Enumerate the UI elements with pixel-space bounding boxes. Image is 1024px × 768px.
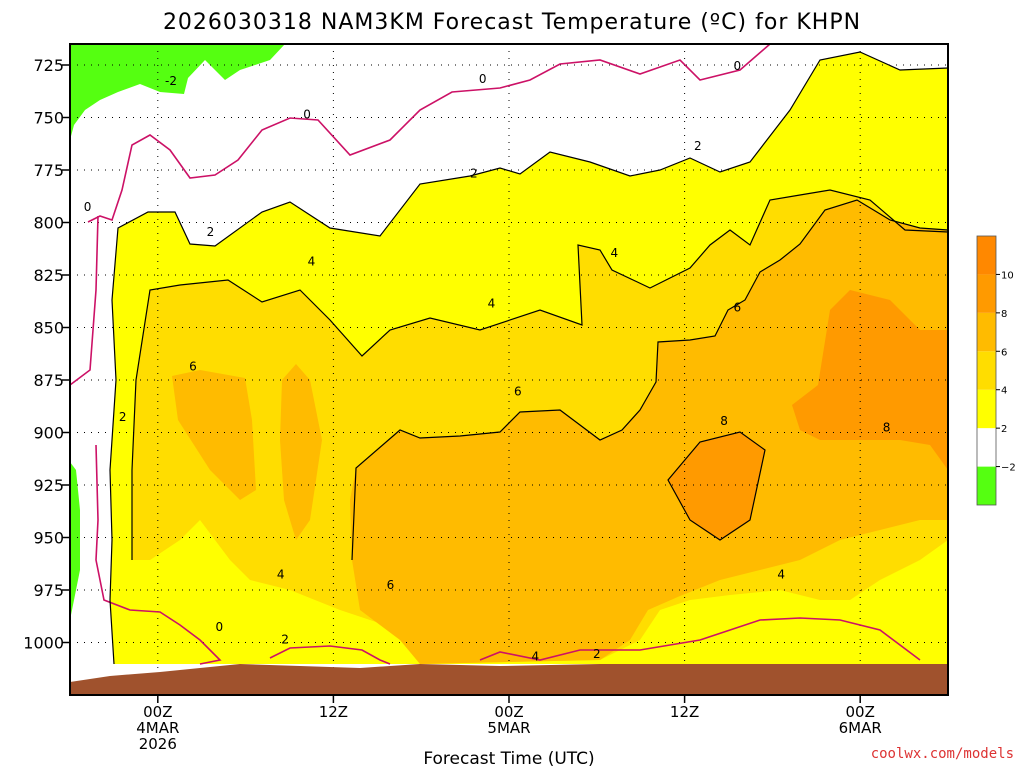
x-tick-label: 00Z: [494, 703, 523, 721]
legend-swatch: [977, 466, 996, 505]
legend-label: 10: [1001, 270, 1014, 281]
contour-label: 2: [207, 225, 215, 239]
contour-label: 6: [733, 301, 741, 315]
contour-label: 4: [308, 255, 316, 269]
zero-contour-north: [87, 43, 771, 223]
zero-contours: [69, 43, 921, 665]
contour-8: [667, 431, 766, 541]
contour-label: 4: [777, 567, 785, 581]
legend-swatch: [977, 389, 996, 429]
contour-label: 8: [883, 420, 891, 434]
black-contours: [109, 51, 949, 665]
legend-swatch: [977, 312, 996, 352]
x-tick-label: 5MAR: [487, 719, 530, 737]
contour-label: 6: [514, 385, 522, 399]
legend-label: 6: [1001, 347, 1007, 358]
contour-label: 2: [281, 633, 289, 647]
y-tick-label: 825: [33, 266, 64, 285]
x-tick-label: 12Z: [319, 703, 348, 721]
y-tick-label: 725: [33, 56, 64, 75]
contour-label: 6: [189, 360, 197, 374]
zero-contour-south: [269, 617, 921, 665]
contour-label: 4: [488, 297, 496, 311]
contour-label: 2: [119, 410, 127, 424]
y-tick-label: 900: [33, 424, 64, 443]
band-6-8: [350, 200, 948, 664]
color-legend: −2 2 4 6 8 10: [976, 235, 1016, 506]
y-tick-label: 975: [33, 581, 64, 600]
x-tick-label: 6MAR: [839, 719, 882, 737]
x-axis-label: Forecast Time (UTC): [423, 749, 594, 768]
contour-labels: 0 0 0 0 0 -2 2 2 2 2 2 2 4 4 4 4 4 4 6 6 6 6 8 8: [84, 59, 891, 663]
x-tick-label: 12Z: [670, 703, 699, 721]
contour-label: 4: [532, 649, 540, 663]
band-8-10: [668, 432, 765, 540]
band-cold-w: [70, 462, 80, 620]
contour-label: 2: [694, 139, 702, 153]
ground-surface: [70, 664, 948, 695]
band-cold-nw: [70, 44, 285, 140]
x-tick-label: 00Z: [846, 703, 875, 721]
band-8-10-east: [792, 290, 948, 470]
contour-label: -2: [165, 74, 177, 88]
y-tick-label: 775: [33, 161, 64, 180]
legend-frame: [976, 235, 997, 506]
contour-6: [351, 199, 949, 561]
band-6-8-west: [172, 370, 256, 500]
y-tick-label: 800: [33, 214, 64, 233]
band-6-8-west2: [280, 364, 322, 540]
credit-text: coolwx.com/models: [871, 746, 1014, 762]
x-tick-label: 4MAR: [136, 719, 179, 737]
y-tick-label: 875: [33, 371, 64, 390]
contour-label: 6: [387, 578, 395, 592]
contour-label: 4: [611, 246, 619, 260]
contour-label: 0: [733, 59, 741, 73]
legend-swatch: [977, 351, 996, 390]
contour-label: 2: [470, 166, 478, 180]
contour-label: 0: [479, 72, 487, 86]
contour-label: 0: [84, 200, 92, 214]
contour-label: 0: [215, 620, 223, 634]
y-tick-label: 925: [33, 476, 64, 495]
legend-label: 2: [1001, 424, 1007, 435]
legend-label: −2: [1001, 463, 1016, 474]
y-tick-label: 750: [33, 109, 64, 128]
contour-2: [109, 51, 949, 665]
contour-4: [131, 189, 949, 560]
contour-label: 4: [277, 567, 285, 581]
x-tick-label: 2026: [139, 735, 177, 753]
chart-title: 2026030318 NAM3KM Forecast Temperature (…: [163, 10, 861, 35]
zero-contour-west: [69, 215, 222, 665]
plot-area: 0 0 0 0 0 -2 2 2 2 2 2 2 4 4 4 4 4 4 6 6 6 6 8 8: [69, 43, 949, 696]
y-axis: 725 750 775 800 825 850 875 900 925 950 975 1000: [23, 56, 70, 653]
legend-swatch: [977, 236, 996, 275]
contour-label: 8: [720, 414, 728, 428]
legend-swatch: [977, 428, 996, 467]
temperature-fill: [70, 44, 948, 664]
x-tick-label: 00Z: [143, 703, 172, 721]
y-tick-label: 1000: [23, 634, 64, 653]
contour-label: 0: [303, 108, 311, 122]
legend-label: 8: [1001, 309, 1007, 320]
y-tick-label: 950: [33, 529, 64, 548]
legend-label: 4: [1001, 386, 1007, 397]
y-tick-label: 850: [33, 319, 64, 338]
legend-swatch: [977, 274, 996, 313]
contour-label: 2: [593, 647, 601, 661]
